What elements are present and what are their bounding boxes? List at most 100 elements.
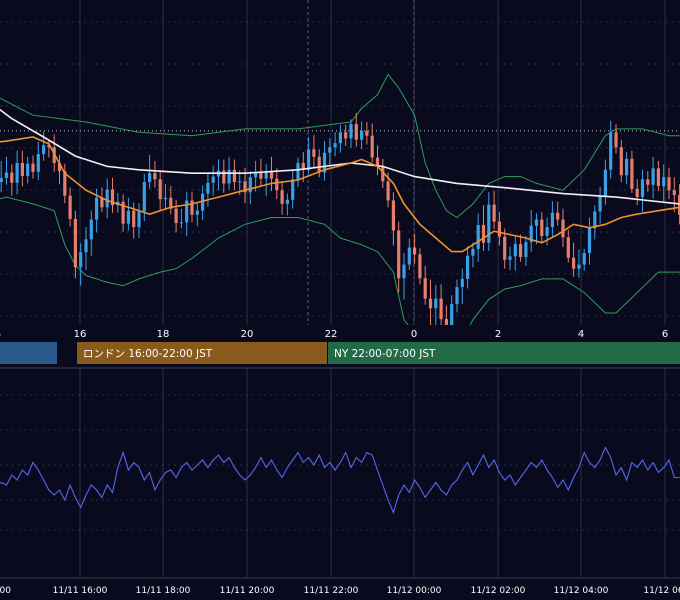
candle xyxy=(593,205,597,240)
candle xyxy=(254,160,258,192)
candle xyxy=(513,235,517,271)
candle-body xyxy=(619,147,623,176)
candle xyxy=(529,210,533,252)
candle xyxy=(349,119,353,148)
bollinger-lower-line xyxy=(0,196,680,362)
candle-body xyxy=(285,199,289,204)
candle-body xyxy=(593,211,597,229)
candle-body xyxy=(598,196,602,212)
candle-body xyxy=(68,195,72,219)
candle-body xyxy=(540,219,544,236)
candle xyxy=(439,284,443,326)
top-axis-tick-label: 0 xyxy=(411,329,417,340)
oscillator-line xyxy=(0,446,680,515)
candle-body xyxy=(566,237,570,258)
candle xyxy=(163,184,168,211)
candle xyxy=(312,134,316,168)
candle xyxy=(4,156,9,185)
session-label: NY 22:00-07:00 JST xyxy=(334,348,436,360)
candle xyxy=(375,145,380,176)
candle-body xyxy=(105,189,109,208)
candle-body xyxy=(375,157,380,167)
candle xyxy=(397,221,401,293)
candle-body xyxy=(31,163,35,172)
candle xyxy=(89,210,93,256)
candle xyxy=(105,178,109,219)
candle xyxy=(206,173,210,207)
candle-body xyxy=(254,172,258,178)
candle xyxy=(222,159,226,193)
candle xyxy=(662,164,666,202)
candle-body xyxy=(57,162,62,172)
ma-long-line xyxy=(0,108,680,205)
candle-body xyxy=(100,197,104,208)
candle-body xyxy=(603,169,607,197)
candle xyxy=(614,124,618,154)
session-bar: ロンドン 16:00-22:00 JST NY 22:00-07:00 JST xyxy=(0,342,680,369)
candle xyxy=(232,159,236,191)
session-label: ロンドン 16:00-22:00 JST xyxy=(83,348,213,360)
candle-body xyxy=(625,158,629,176)
candle-body xyxy=(142,182,146,212)
candle xyxy=(598,186,602,224)
candle xyxy=(487,192,491,251)
candle xyxy=(137,203,141,238)
candle-body xyxy=(524,242,528,258)
candle xyxy=(0,160,3,193)
candle-body xyxy=(481,225,486,243)
candle xyxy=(365,122,369,145)
session-segment-fill xyxy=(0,342,57,364)
candle-body xyxy=(185,200,189,223)
candle xyxy=(556,201,560,226)
candle xyxy=(110,177,115,213)
candle-body xyxy=(63,171,67,196)
candle xyxy=(455,279,459,313)
top-axis-tick-label: 16 xyxy=(74,329,87,340)
candle xyxy=(15,150,19,195)
bottom-time-axis: 14:00 11/11 16:00 11/11 18:00 11/11 20:00 11… xyxy=(0,577,680,600)
candle-body xyxy=(95,197,99,220)
top-axis-tick-label: 22 xyxy=(325,329,338,340)
candle-body xyxy=(121,201,125,224)
candle-body xyxy=(572,257,576,269)
bottom-axis-tick-label: 11/11 18:00 xyxy=(136,586,191,596)
candle-body xyxy=(450,304,454,333)
candle xyxy=(381,158,385,189)
candle-body xyxy=(296,162,300,180)
candle xyxy=(508,246,512,271)
candle-body xyxy=(190,200,194,215)
candle-body xyxy=(370,135,374,158)
candle xyxy=(201,185,205,221)
bottom-axis-tick-label: 11/12 02:00 xyxy=(471,586,526,596)
candle xyxy=(561,208,565,247)
candle-body xyxy=(195,210,199,215)
candle-body xyxy=(338,132,342,144)
candle xyxy=(84,227,88,271)
top-axis-tick-label: 20 xyxy=(241,329,254,340)
candle xyxy=(291,169,295,209)
candle-body xyxy=(275,178,279,191)
candle xyxy=(524,235,528,266)
bottom-axis-tick-label: 11/12 04:00 xyxy=(554,586,609,596)
candle-body xyxy=(110,189,115,206)
candle-body xyxy=(646,179,650,185)
candle-body xyxy=(89,219,93,240)
candle-body xyxy=(328,147,332,153)
bottom-axis-tick-label: 11/11 16:00 xyxy=(53,586,108,596)
candle-body xyxy=(662,177,666,187)
candle xyxy=(497,212,501,246)
candle-body xyxy=(42,145,46,155)
candle-body xyxy=(0,177,3,183)
candle xyxy=(630,150,634,193)
candle-body xyxy=(492,204,496,222)
candle xyxy=(296,157,300,187)
candle-body xyxy=(397,230,401,279)
candle xyxy=(285,193,289,216)
candle xyxy=(407,238,411,271)
candle-body xyxy=(132,210,136,228)
candle-body xyxy=(513,244,517,257)
bottom-axis-tick-label: 11/11 22:00 xyxy=(304,586,359,596)
candle xyxy=(153,160,157,188)
candle xyxy=(174,199,178,233)
